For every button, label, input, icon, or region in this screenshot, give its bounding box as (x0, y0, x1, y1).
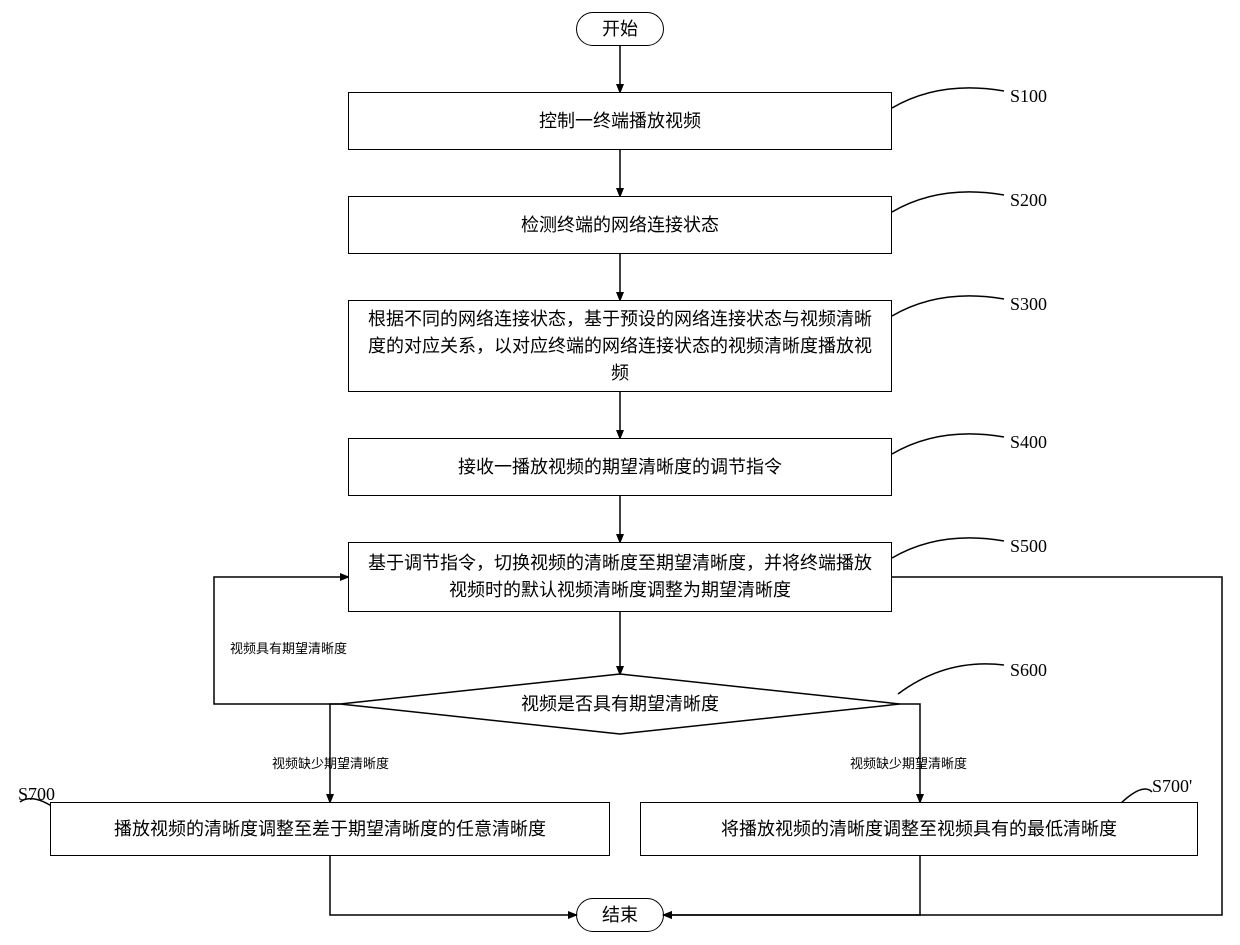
decision-text-s600: 视频是否具有期望清晰度 (340, 674, 900, 734)
process-s200: 检测终端的网络连接状态 (348, 196, 892, 254)
step-curve-s300 (892, 296, 1004, 316)
step-label-s200: S200 (1010, 190, 1047, 211)
process-s700: 播放视频的清晰度调整至差于期望清晰度的任意清晰度 (50, 802, 610, 856)
s500-right-to-end (664, 577, 1222, 915)
step-curve-s600 (898, 664, 1004, 694)
process-s500: 基于调节指令，切换视频的清晰度至期望清晰度，并将终端播放视频时的默认视频清晰度调… (348, 542, 892, 612)
step-label-s600: S600 (1010, 660, 1047, 681)
step-label-s700p: S700' (1152, 776, 1192, 797)
step-label-s400: S400 (1010, 432, 1047, 453)
edge-label-lacks_left: 视频缺少期望清晰度 (272, 753, 389, 772)
step-curve-s400 (892, 434, 1004, 454)
step-label-s500: S500 (1010, 536, 1047, 557)
step-curve-s100 (892, 88, 1004, 108)
step-curve-s500 (892, 538, 1004, 558)
process-s300: 根据不同的网络连接状态，基于预设的网络连接状态与视频清晰度的对应关系，以对应终端… (348, 300, 892, 392)
step-label-s100: S100 (1010, 86, 1047, 107)
s700p-to-end (664, 856, 920, 915)
step-label-s700: S700 (18, 784, 55, 805)
step-label-s300: S300 (1010, 294, 1047, 315)
edge-label-lacks_right: 视频缺少期望清晰度 (850, 753, 967, 772)
process-s700p: 将播放视频的清晰度调整至视频具有的最低清晰度 (640, 802, 1198, 856)
terminator-end: 结束 (576, 898, 664, 932)
terminator-start: 开始 (576, 12, 664, 46)
process-s100: 控制一终端播放视频 (348, 92, 892, 150)
process-s400: 接收一播放视频的期望清晰度的调节指令 (348, 438, 892, 496)
s700-to-end (330, 856, 576, 915)
edge-label-has_expected: 视频具有期望清晰度 (230, 638, 347, 657)
step-curve-s200 (892, 192, 1004, 212)
